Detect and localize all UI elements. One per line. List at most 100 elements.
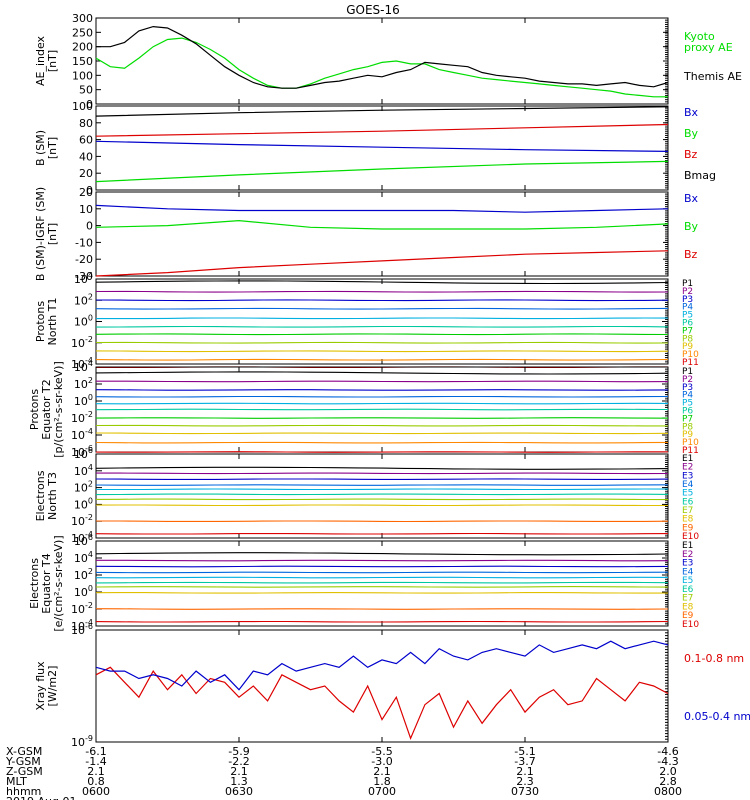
channel-label: P6 [682,319,693,329]
channel-label: E1 [682,454,693,464]
channel-line-p2 [95,290,669,293]
channel-label: P9 [682,342,693,352]
y-tick-label: 104 [74,550,93,565]
y-tick-label: 50 [79,84,93,97]
channel-label: P7 [682,326,693,336]
channel-label: E2 [682,550,693,560]
channel-label: E7 [682,506,693,516]
y-tick-label: 102 [74,567,93,582]
channel-line-p8 [95,424,668,427]
channel-label: E9 [682,523,694,533]
x-row-value: 2.0 [659,765,677,778]
channel-line-p6 [95,408,669,411]
y-tick-label: 10-4 [71,618,93,633]
channel-line-p7 [95,333,669,336]
series-line-by [95,160,669,183]
panel-frame [95,453,669,539]
channel-label: E6 [682,497,694,507]
channel-label: P4 [682,303,693,313]
legend-label: 0.1-0.8 nm [684,652,744,665]
series-line-0.05-0.4-nm [95,640,669,691]
x-row-label: Z-GSM [6,765,43,778]
channel-label: E5 [682,489,693,499]
channel-label: P6 [682,407,693,417]
channel-line-p1 [95,280,669,285]
x-row-label: MLT [6,775,27,788]
x-row-value: 0800 [654,785,682,798]
x-row-value: -5.9 [228,745,249,758]
x-row-value: -4.3 [657,755,678,768]
y-tick-label: 104 [74,463,93,478]
x-row-value: 0600 [82,785,110,798]
channel-label: E9 [682,611,694,621]
x-row-value: -5.1 [514,745,535,758]
channel-label: P8 [682,422,693,432]
y-tick-label: 100 [74,584,93,599]
channel-line-p10 [95,441,669,444]
x-row-value: -6.1 [85,745,106,758]
channel-line-e8 [95,592,668,594]
y-tick-label: 100 [74,393,93,408]
legend-label: Bz [684,248,698,261]
chart-title: GOES-16 [346,3,400,17]
channel-line-p5 [96,317,669,320]
panel-xray: 10-9 10-6 Xray flux[W/m2] 0.1-0.8 nm 0.05-0.… [34,622,750,749]
channel-line-p8 [95,341,669,344]
x-row-value: -4.6 [657,745,678,758]
channel-label: P3 [682,295,693,305]
channel-line-e7 [95,586,669,588]
y-axis-label: ElectronsNorth T3 [34,470,59,521]
y-tick-label: 102 [74,376,93,391]
panel-frame [95,191,669,277]
channel-label: P2 [682,375,693,385]
channel-line-p9 [95,432,669,435]
channel-line-p1 [95,371,669,375]
series-line-by [95,219,669,230]
series-line-themis-ae [96,25,669,89]
legend-label: By [684,220,699,233]
channel-label: E6 [682,585,694,595]
channel-label: P4 [682,391,693,401]
legend-label: Bx [684,106,699,119]
y-tick-label: 20 [79,186,93,199]
legend-label: Bx [684,192,699,205]
y-tick-label: 10-2 [71,513,93,528]
y-tick-label: -20 [75,253,93,266]
x-row-value: 0.8 [87,775,105,788]
x-row-value: 0630 [225,785,253,798]
channel-line-e6 [95,493,669,496]
channel-label: P7 [682,414,693,424]
channel-label: P5 [682,399,693,409]
series-line-bx [95,204,669,213]
channel-label: E7 [682,594,693,604]
channel-label: P9 [682,430,693,440]
channel-label: E8 [682,515,694,525]
legend-label: Themis AE [683,70,742,83]
channel-line-p4 [95,307,669,310]
legend-label: Bmag [684,169,716,182]
channel-line-p4 [95,395,669,398]
x-row-label: Y-GSM [5,755,41,768]
y-axis-label: ElectronsEquator T4[e/(cm²-s-sr-keV)] [28,535,65,631]
y-tick-label: 106 [74,533,93,548]
panel-p1: 10-4 10-2 100 102 104 ProtonsNorth T1 P1P2P3P4… [34,271,699,371]
channel-line-p3 [95,389,669,391]
channel-label: E8 [682,602,694,612]
channel-label: E3 [682,471,693,481]
channel-line-e2 [96,472,669,475]
y-tick-label: 10-4 [71,356,93,371]
legend-label: Kyoto proxy AE [684,30,733,54]
y-tick-label: 106 [74,446,93,461]
y-tick-label: 10-6 [71,444,93,459]
series-line-kyoto-proxy-ae [95,37,668,98]
y-tick-label: 100 [72,69,93,82]
x-row-value: 0700 [368,785,396,798]
channel-line-e2 [96,559,669,562]
x-row-value: -3.0 [371,755,392,768]
x-row-label: X-GSM [6,745,42,758]
x-row-value: -2.2 [228,755,249,768]
y-tick-label: 10 [79,203,93,216]
x-row-value: 1.8 [373,775,391,788]
